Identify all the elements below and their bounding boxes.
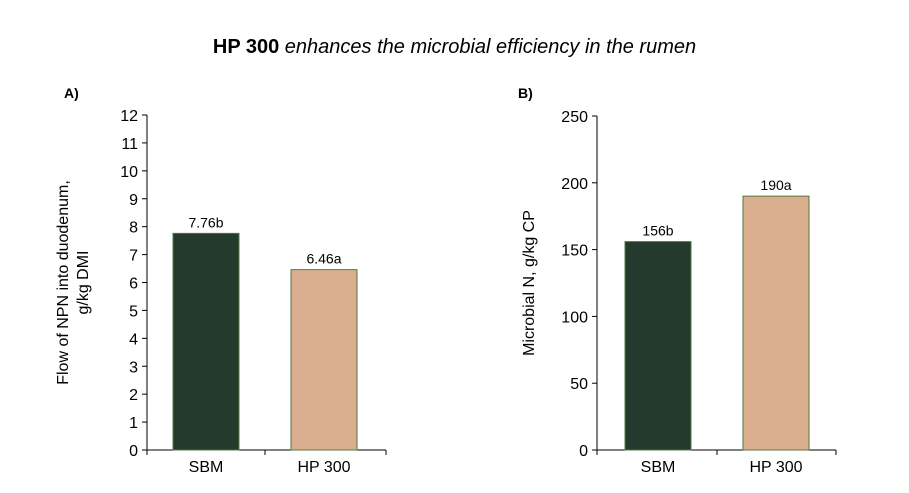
y-tick-label: 7 <box>129 248 138 265</box>
data-label: 6.46a <box>306 251 341 267</box>
y-tick-label: 0 <box>579 443 588 460</box>
bar-hp-300 <box>742 195 810 451</box>
chart-title-product: HP 300 <box>212 36 280 58</box>
data-label: 7.76b <box>188 214 223 230</box>
bar-hp-300 <box>290 269 358 451</box>
data-label: 190a <box>760 177 791 193</box>
x-tick-label: HP 300 <box>749 459 802 476</box>
panel-b-chart: B) 0 50 100 150 200 250 156b SBM 190a HP 300 Microb… <box>518 85 837 476</box>
y-tick-label: 10 <box>120 164 138 181</box>
y-tick-label: 1 <box>129 415 138 432</box>
y-tick-label: 100 <box>561 309 588 326</box>
y-tick-label: 6 <box>129 276 138 293</box>
y-tick-label: 150 <box>561 243 588 260</box>
bar-sbm <box>624 241 692 451</box>
x-tick-label: SBM <box>641 459 676 476</box>
chart-title: HP 300 enhances the microbial efficiency… <box>0 36 909 59</box>
y-axis-title: g/kg DMI <box>75 250 92 314</box>
y-tick-label: 5 <box>129 303 138 320</box>
panel-label: B) <box>518 85 533 101</box>
y-tick-label: 11 <box>121 136 138 153</box>
y-tick-label: 9 <box>129 192 138 209</box>
y-tick-label: 200 <box>561 176 588 193</box>
x-tick-label: HP 300 <box>297 459 350 476</box>
data-label: 156b <box>642 223 673 239</box>
panel-label: A) <box>64 85 79 101</box>
y-tick-label: 4 <box>129 331 138 348</box>
y-tick-label: 50 <box>570 376 588 393</box>
y-tick-label: 2 <box>129 387 138 404</box>
bar-sbm <box>172 232 240 451</box>
y-axis-title: Microbial N, g/kg CP <box>521 210 538 356</box>
y-axis-title: Flow of NPN into duodenum, <box>55 180 72 385</box>
y-tick-label: 250 <box>561 109 588 126</box>
chart-title-text: enhances the microbial efficiency in the… <box>279 36 697 58</box>
y-tick-label: 12 <box>120 108 138 125</box>
x-tick-label: SBM <box>189 459 224 476</box>
y-tick-label: 0 <box>129 443 138 460</box>
y-tick-label: 3 <box>129 359 138 376</box>
y-tick-label: 8 <box>129 220 138 237</box>
